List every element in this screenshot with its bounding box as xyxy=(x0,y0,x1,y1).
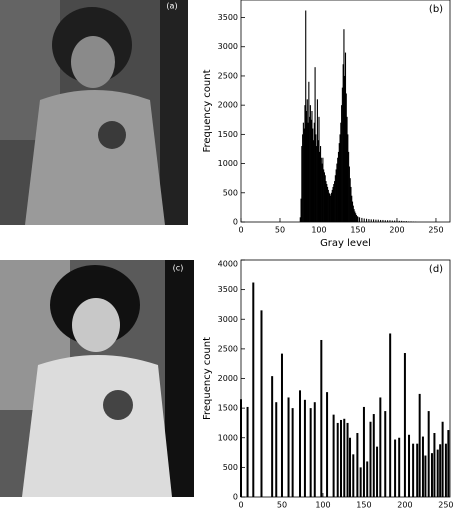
y-tick-label: 0 xyxy=(233,218,238,227)
y-tick-label: 1000 xyxy=(218,159,238,168)
bar xyxy=(384,411,386,497)
x-axis-label: Gray level xyxy=(320,238,371,249)
bar xyxy=(412,444,414,497)
bar xyxy=(428,411,430,497)
panel-label: (c) xyxy=(173,264,184,273)
bar xyxy=(398,438,400,497)
bar xyxy=(433,433,435,497)
bar xyxy=(314,402,316,497)
bar xyxy=(333,415,335,497)
bar xyxy=(447,430,449,497)
bar xyxy=(288,397,290,497)
bar xyxy=(369,422,371,497)
bar xyxy=(376,447,378,497)
bar xyxy=(373,414,375,497)
bar xyxy=(326,392,328,497)
y-tick-label: 2500 xyxy=(218,71,238,80)
bar xyxy=(439,444,441,497)
x-tick-label: 200 xyxy=(397,501,412,510)
bar xyxy=(292,408,294,497)
bar xyxy=(404,353,406,497)
y-tick-label: 2000 xyxy=(218,101,238,110)
bar xyxy=(247,407,249,497)
bar xyxy=(424,456,426,497)
bar xyxy=(352,454,354,497)
bar xyxy=(379,397,381,497)
photo-c xyxy=(0,260,194,497)
bar xyxy=(340,420,342,497)
bar xyxy=(360,467,362,497)
bar xyxy=(416,444,418,497)
x-tick-label: 250 xyxy=(428,226,443,235)
y-tick-label: 3500 xyxy=(218,285,238,294)
y-tick-label: 500 xyxy=(223,463,238,472)
bar xyxy=(419,394,421,497)
x-tick-label: 0 xyxy=(238,226,243,235)
x-tick-label: 0 xyxy=(238,501,243,510)
x-tick-label: 200 xyxy=(389,226,404,235)
photo-a xyxy=(0,0,188,225)
bar xyxy=(349,438,351,497)
bar xyxy=(281,354,283,497)
bar xyxy=(252,283,254,497)
bar xyxy=(299,390,301,497)
bar xyxy=(437,450,439,497)
bar xyxy=(408,435,410,497)
x-tick-label: 100 xyxy=(315,501,330,510)
panel-label: (b) xyxy=(429,4,443,15)
bar xyxy=(343,419,345,497)
bar xyxy=(366,461,368,497)
bar xyxy=(320,340,322,497)
bar xyxy=(363,407,365,497)
y-tick-label: 3000 xyxy=(218,315,238,324)
bar xyxy=(394,440,396,497)
x-tick-label: 50 xyxy=(277,501,287,510)
y-tick-label: 500 xyxy=(223,188,238,197)
y-tick-label: 3500 xyxy=(218,13,238,22)
x-tick-label: 250 xyxy=(438,501,453,510)
panel-label: (a) xyxy=(166,2,177,11)
y-tick-label: 2000 xyxy=(218,374,238,383)
bar xyxy=(310,408,312,497)
bar xyxy=(260,310,262,497)
bar xyxy=(359,217,360,222)
y-tick-label: 0 xyxy=(233,493,238,502)
bar xyxy=(445,444,447,497)
x-tick-label: 150 xyxy=(350,226,365,235)
y-tick-label: 1500 xyxy=(218,404,238,413)
bar xyxy=(422,437,424,497)
y-tick-label: 3000 xyxy=(218,42,238,51)
bar xyxy=(304,400,306,497)
y-tick-label: 4000 xyxy=(218,260,238,269)
bar xyxy=(271,376,273,497)
bar xyxy=(364,218,365,222)
panel-label: (d) xyxy=(429,264,443,275)
x-tick-label: 100 xyxy=(311,226,326,235)
x-tick-label: 50 xyxy=(275,226,285,235)
bar xyxy=(389,333,391,497)
bar xyxy=(368,219,369,222)
bar xyxy=(275,402,277,497)
y-tick-label: 1000 xyxy=(218,433,238,442)
y-axis-label: Frequency count xyxy=(202,69,213,152)
bar xyxy=(431,453,433,497)
bar xyxy=(361,218,362,222)
bar xyxy=(356,433,358,497)
y-axis-label: Frequency count xyxy=(202,337,213,420)
bar xyxy=(337,423,339,497)
y-tick-label: 1500 xyxy=(218,130,238,139)
x-tick-label: 150 xyxy=(356,501,371,510)
y-tick-label: 2500 xyxy=(218,344,238,353)
bar xyxy=(366,219,367,222)
bar xyxy=(442,422,444,497)
bar xyxy=(347,423,349,497)
